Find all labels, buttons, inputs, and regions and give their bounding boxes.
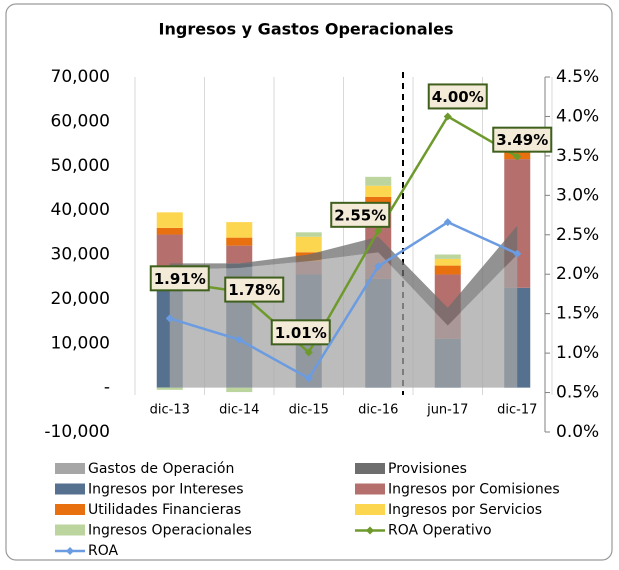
marker [304, 348, 313, 357]
data-label: 1.91% [154, 270, 206, 288]
legend-swatch [55, 504, 85, 515]
legend-label: Provisiones [388, 461, 467, 477]
y2-tick-label: 2.0% [556, 264, 599, 284]
data-label: 2.55% [334, 206, 386, 224]
area [169, 225, 518, 326]
bar [434, 254, 461, 259]
x-tick-label: dic-13 [150, 403, 190, 418]
marker [513, 249, 522, 258]
y2-tick-label: 4.5% [556, 67, 599, 87]
y2-tick-label: 4.0% [556, 106, 599, 126]
data-label: 1.78% [228, 281, 280, 299]
legend-label: Ingresos por Servicios [388, 502, 542, 518]
bar [434, 265, 461, 275]
bar [156, 212, 183, 228]
legend-label: Ingresos por Intereses [88, 482, 244, 498]
x-tick-label: dic-16 [358, 403, 398, 418]
x-tick-label: dic-17 [497, 403, 537, 418]
y2-tick-label: 1.5% [556, 304, 599, 324]
y2-tick-label: 0.5% [556, 383, 599, 403]
bar [434, 258, 461, 266]
bar [226, 245, 253, 264]
line [169, 220, 518, 381]
legend-swatch [55, 483, 85, 495]
y-tick-label: 30,000 [51, 245, 110, 265]
data-label-box [427, 83, 488, 110]
bar [156, 387, 183, 390]
bar [365, 176, 392, 186]
legend-swatch-marker [366, 526, 374, 535]
legend-swatch-marker [66, 547, 74, 555]
y-tick-label: - [104, 378, 110, 398]
marker [513, 152, 522, 161]
y-tick-label: 40,000 [51, 200, 110, 220]
y2-tick-label: 1.0% [556, 343, 599, 363]
marker [374, 262, 383, 271]
bar [156, 227, 183, 235]
data-label-box [270, 319, 331, 346]
marker [443, 112, 452, 121]
y-tick-label: 20,000 [51, 289, 110, 309]
legend-label: Ingresos por Comisiones [388, 482, 560, 498]
legend-label: Gastos de Operación [88, 461, 234, 477]
y2-tick-label: 3.0% [556, 185, 599, 205]
bar [365, 185, 392, 197]
y2-tick-label: 3.5% [556, 146, 599, 166]
data-label-box [492, 126, 553, 153]
x-tick-label: jun-17 [426, 403, 468, 418]
marker [304, 374, 313, 383]
bar [295, 236, 322, 253]
y-tick-label: 10,000 [51, 333, 110, 353]
legend-label: ROA [88, 543, 119, 559]
y2-tick-label: 2.5% [556, 225, 599, 245]
legend-swatch [355, 463, 385, 474]
bar [365, 196, 392, 204]
y-tick-label: 70,000 [51, 67, 110, 87]
y-tick-label: 50,000 [51, 156, 110, 176]
legend-swatch [55, 524, 85, 536]
data-label-box [330, 201, 391, 228]
marker [165, 314, 174, 323]
data-label-box [149, 265, 210, 292]
x-tick-label: dic-15 [289, 403, 329, 418]
legend-label: Ingresos Operacionales [88, 523, 252, 539]
y-tick-label: 60,000 [51, 111, 110, 131]
legend-swatch [55, 463, 85, 474]
legend-swatch [355, 483, 385, 495]
y2-tick-label: 0.0% [556, 422, 599, 442]
legend-label: Utilidades Financieras [88, 502, 241, 518]
marker [443, 218, 452, 227]
data-label-box [224, 276, 285, 303]
legend-label: ROA Operativo [388, 523, 492, 539]
x-tick-label: dic-14 [219, 403, 259, 418]
chart-title: Ingresos y Gastos Operacionales [159, 20, 454, 39]
data-label: 4.00% [432, 88, 484, 106]
data-label: 1.01% [275, 324, 327, 342]
data-label: 3.49% [496, 131, 548, 149]
bar [295, 232, 322, 237]
bar [226, 222, 253, 238]
y-tick-label: -10,000 [44, 422, 110, 442]
marker [374, 226, 383, 235]
bar [226, 237, 253, 246]
bar [226, 387, 253, 393]
legend-swatch [355, 504, 385, 515]
marker [235, 335, 244, 344]
